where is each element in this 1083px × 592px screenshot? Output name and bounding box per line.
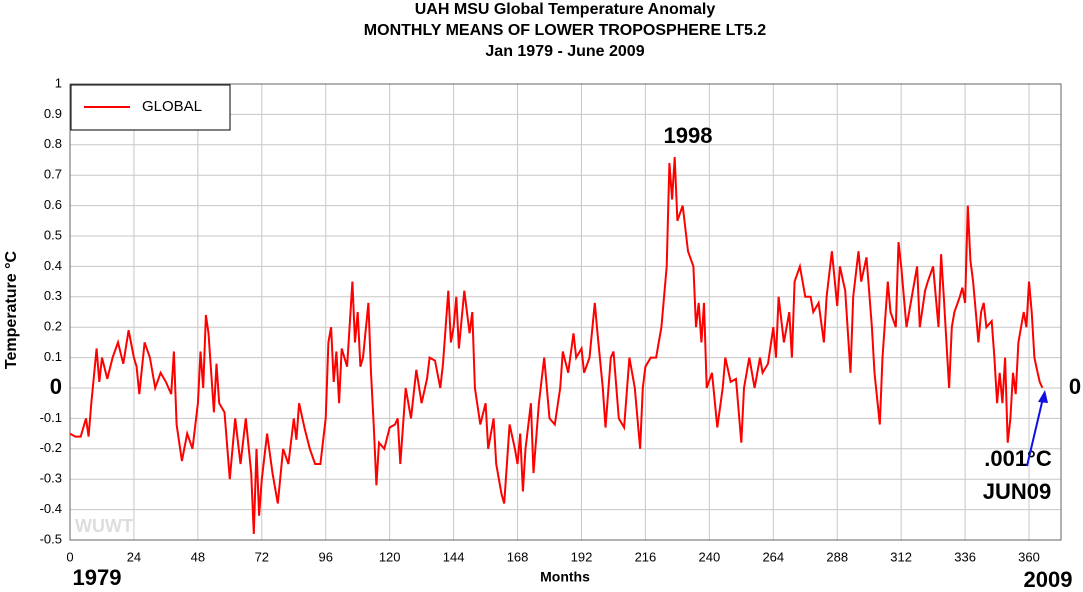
x-tick-label: 72 <box>255 549 269 564</box>
y-tick-label: -0.4 <box>40 501 62 516</box>
chart-title: UAH MSU Global Temperature Anomaly <box>415 1 716 18</box>
x-tick-label: 264 <box>762 549 784 564</box>
x-tick-label: 48 <box>191 549 205 564</box>
y-tick-label: 0.2 <box>44 319 62 334</box>
y-tick-label: 0.6 <box>44 197 62 212</box>
y-tick-label: 0.8 <box>44 136 62 151</box>
y-tick-label: 0.4 <box>44 258 62 273</box>
y-tick-label: 0.1 <box>44 349 62 364</box>
x-tick-label: 312 <box>890 549 912 564</box>
annotation: .001°C <box>984 446 1052 471</box>
x-tick-label: 360 <box>1018 549 1040 564</box>
x-tick-label: 288 <box>826 549 848 564</box>
y-tick-label: 0.9 <box>44 106 62 121</box>
x-axis-label: Months <box>540 569 590 585</box>
x-tick-label: 168 <box>507 549 529 564</box>
x-tick-label: 144 <box>443 549 465 564</box>
arrow-head <box>1038 390 1048 403</box>
y-tick-label: -0.1 <box>40 410 62 425</box>
annotation: 1979 <box>73 565 122 590</box>
chart-subtitle: Jan 1979 - June 2009 <box>485 43 644 60</box>
annotation: 1998 <box>664 123 713 148</box>
y-tick-label: 1 <box>55 75 62 90</box>
y-tick-label: 0 <box>50 374 62 399</box>
x-tick-label: 192 <box>571 549 593 564</box>
plot-border <box>69 83 1062 541</box>
x-tick-label: 336 <box>954 549 976 564</box>
plot-area <box>69 83 1062 541</box>
arrow <box>1026 397 1044 467</box>
x-tick-label: 240 <box>699 549 721 564</box>
annotation: 0 <box>1069 374 1081 399</box>
annotation: JUN09 <box>983 479 1051 504</box>
x-tick-label: 24 <box>127 549 141 564</box>
watermark: WUWT <box>75 516 133 536</box>
x-tick-label: 120 <box>379 549 401 564</box>
chart-subtitle: MONTHLY MEANS OF LOWER TROPOSPHERE LT5.2 <box>364 22 767 39</box>
x-tick-label: 216 <box>635 549 657 564</box>
y-tick-label: 0.3 <box>44 288 62 303</box>
y-tick-label: -0.2 <box>40 440 62 455</box>
x-tick-label: 0 <box>66 549 73 564</box>
y-tick-label: -0.5 <box>40 531 62 546</box>
y-tick-label: 0.5 <box>44 227 62 242</box>
data-line <box>69 156 1044 534</box>
annotation: 2009 <box>1024 567 1073 592</box>
y-axis-label: Temperature °C <box>3 250 20 369</box>
x-tick-label: 96 <box>319 549 333 564</box>
y-tick-label: 0.7 <box>44 167 62 182</box>
y-tick-label: -0.3 <box>40 471 62 486</box>
legend-label: GLOBAL <box>142 98 202 115</box>
